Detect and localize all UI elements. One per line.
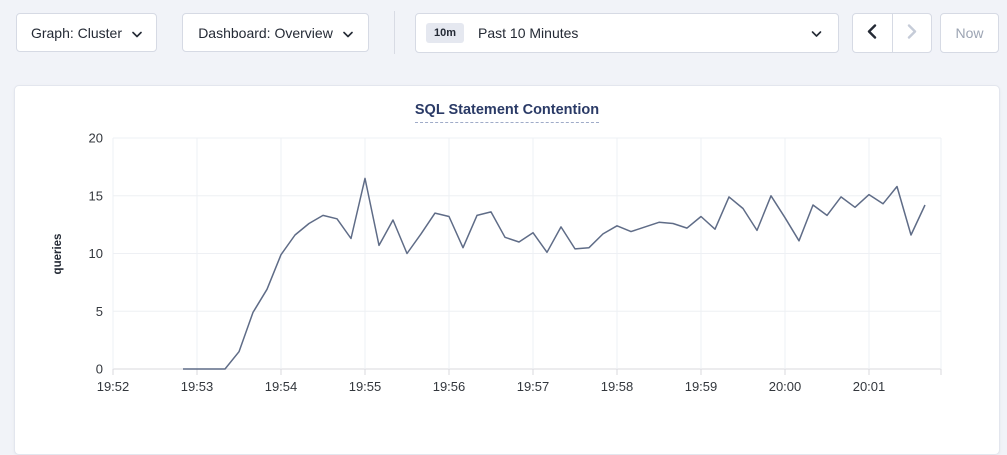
time-back-button[interactable] <box>853 14 892 52</box>
tick-label: 15 <box>89 188 103 203</box>
tick-label: 19:57 <box>517 379 550 394</box>
chevron-down-icon <box>811 25 822 41</box>
toolbar-divider <box>394 11 395 54</box>
chart-panel: SQL Statement Contention 0 5 10 15 20 19:52 19… <box>14 85 1000 455</box>
time-nav-divider <box>891 14 893 52</box>
tick-label: 20:01 <box>853 379 886 394</box>
tick-label: 20:00 <box>769 379 802 394</box>
tick-label: 19:53 <box>181 379 214 394</box>
time-forward-button[interactable] <box>892 14 931 52</box>
time-range-badge: 10m <box>426 23 465 43</box>
chart-title[interactable]: SQL Statement Contention <box>414 102 600 123</box>
tick-label: 19:58 <box>601 379 634 394</box>
chevron-down-icon <box>343 25 353 41</box>
time-range-selector[interactable]: 10m Past 10 Minutes <box>415 13 839 53</box>
graph-dropdown-label: Graph: Cluster <box>30 24 123 41</box>
now-button[interactable]: Now <box>940 13 999 53</box>
graph-dropdown[interactable]: Graph: Cluster <box>16 13 157 52</box>
y-axis-label: queries <box>52 234 64 275</box>
tick-label: 20 <box>89 131 103 146</box>
chevron-left-icon <box>867 24 877 42</box>
tick-label: 19:52 <box>97 379 130 394</box>
dashboard-dropdown-label: Dashboard: Overview <box>198 24 333 41</box>
tick-label: 19:59 <box>685 379 718 394</box>
tick-label: 19:55 <box>349 379 382 394</box>
tick-label: 5 <box>96 304 103 319</box>
tick-label: 10 <box>89 246 103 261</box>
time-range-label: Past 10 Minutes <box>478 25 579 41</box>
chart-area: 0 5 10 15 20 19:52 19:53 19:54 19:55 19:56 19:57 19… <box>15 114 1001 409</box>
chart-title-row: SQL Statement Contention <box>15 86 999 124</box>
dashboard-dropdown[interactable]: Dashboard: Overview <box>182 13 369 52</box>
toolbar: Graph: Cluster Dashboard: Overview 10m P… <box>0 0 1007 85</box>
chevron-down-icon <box>132 25 142 41</box>
tick-label: 0 <box>96 362 103 377</box>
tick-label: 19:56 <box>433 379 466 394</box>
tick-label: 19:54 <box>265 379 298 394</box>
chevron-right-icon <box>907 24 917 42</box>
time-nav-group <box>852 13 932 53</box>
series-line-queries <box>183 177 926 370</box>
chart-svg[interactable]: 0 5 10 15 20 19:52 19:53 19:54 19:55 19:56 19:57 19… <box>15 114 1001 409</box>
